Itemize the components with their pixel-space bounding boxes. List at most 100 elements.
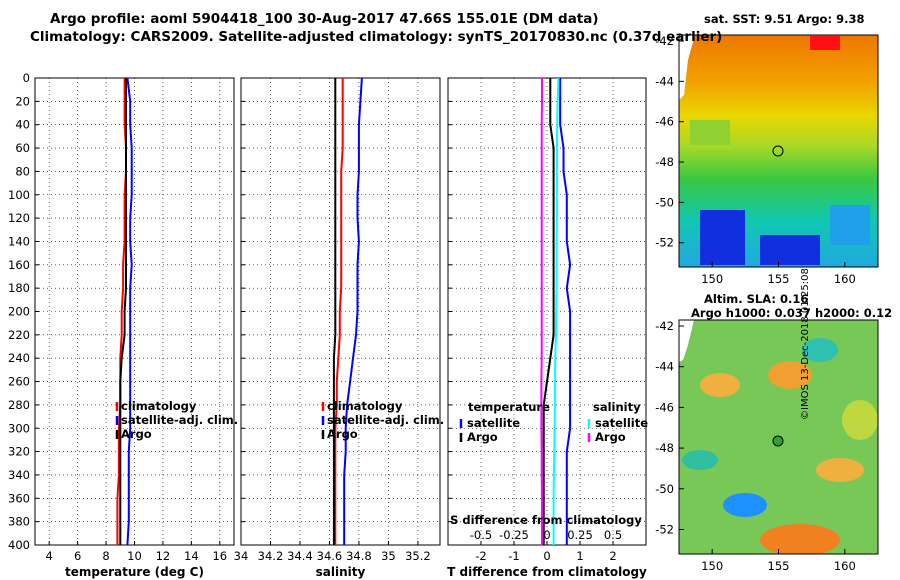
sla-high-patch — [760, 524, 840, 554]
x-axis-label-top: S difference from climatology — [450, 513, 642, 527]
x-tick-label: 8 — [102, 549, 109, 563]
map-lat-label: -50 — [655, 482, 674, 496]
legend-label: Argo — [121, 427, 152, 441]
sst-argo-label: Argo: — [796, 12, 833, 26]
legend-label: climatology — [327, 399, 403, 413]
series-line-satellite-adj-clim- — [343, 77, 363, 545]
series-line-t-argo — [542, 78, 555, 545]
h2000-label: h2000: — [814, 306, 860, 320]
y-tick-label: 20 — [15, 94, 30, 108]
x-tick-label-top: -0.25 — [499, 528, 529, 542]
sst-map-axes: -42 -44 -46 -48 -50 -52 150 155 160 — [655, 34, 856, 286]
x-tick-label: 34.4 — [287, 549, 313, 563]
sla-label: Altim. SLA: — [704, 292, 776, 306]
map-lon-label: 150 — [701, 559, 723, 573]
x-tick-label-top: -0.5 — [470, 528, 492, 542]
series-line-s-argo — [540, 78, 543, 545]
y-tick-label: 320 — [8, 445, 30, 459]
legend-label: satellite-adj. clim. — [327, 413, 444, 427]
map-lon-label: 160 — [834, 272, 856, 286]
x-tick-label: 4 — [46, 549, 53, 563]
map-lat-label: -42 — [655, 34, 674, 48]
coastline — [679, 35, 695, 100]
legend-title-salinity: salinity — [593, 400, 641, 414]
x-tick-label: 34.2 — [258, 549, 284, 563]
x-axis-label: T difference from climatology — [447, 565, 647, 579]
figure-title-line2: Climatology: CARS2009. Satellite-adjuste… — [30, 29, 723, 45]
sst-readout: sat. SST: 9.51 Argo: 9.38 — [704, 12, 864, 26]
series-line-t-satellite — [559, 78, 572, 545]
legend-label: climatology — [121, 399, 197, 413]
sst-value: 9.51 — [764, 12, 793, 26]
series-line-s-satellite — [552, 77, 560, 545]
sst-argo-value: 9.38 — [836, 12, 865, 26]
x-tick-label: 12 — [156, 549, 171, 563]
chart-panel-3: -2 -1 0 1 2 T difference from climatology temp… — [447, 77, 648, 579]
map-lat-label: -50 — [655, 195, 674, 209]
y-tick-label: 260 — [8, 375, 30, 389]
map-lat-label: -44 — [655, 360, 674, 374]
chart-panel-1: 4 6 8 10 12 14 16 temperature (deg C) climatolog… — [34, 77, 238, 579]
x-tick-label-top: 0.5 — [604, 528, 622, 542]
y-tick-label: 280 — [8, 398, 30, 412]
map-lat-label: -52 — [655, 236, 674, 250]
x-tick-label: -2 — [475, 549, 486, 563]
x-tick-label: 2 — [609, 549, 616, 563]
timestamp: ©IMOS 13-Dec-2018 01:25:08 — [800, 268, 811, 420]
argo-height-readout: Argo h1000: 0.037 h2000: 0.12 — [691, 306, 892, 320]
legend-label: satellite — [595, 416, 648, 430]
y-tick-label: 140 — [8, 234, 30, 248]
map-lat-label: -46 — [655, 115, 674, 129]
y-tick-label: 40 — [15, 118, 30, 132]
map-lat-label: -48 — [655, 441, 674, 455]
figure-title-line1: Argo profile: aoml 5904418_100 30-Aug-20… — [50, 11, 599, 27]
y-tick-label: 160 — [8, 258, 30, 272]
y-tick-label: 0 — [23, 71, 30, 85]
y-tick-label: 340 — [8, 468, 30, 482]
sla-low-patch — [802, 338, 838, 362]
x-tick-label: 14 — [184, 549, 199, 563]
h2000-value: 0.12 — [863, 306, 893, 320]
series-line-argo — [119, 78, 127, 545]
sla-readout: Altim. SLA: 0.16 — [704, 292, 808, 306]
x-tick-label: 35.2 — [405, 549, 431, 563]
sla-high-patch — [816, 458, 864, 482]
legend-title-temperature: temperature — [468, 400, 550, 414]
chart-panel-2: 34 34.2 34.4 34.6 34.8 35 35.2 salinity climatol… — [234, 77, 444, 579]
plot-frame — [34, 77, 235, 546]
x-tick-label: -1 — [508, 549, 519, 563]
x-tick-label: 1 — [576, 549, 583, 563]
sla-high-patch — [700, 373, 740, 397]
legend-label: satellite-adj. clim. — [121, 413, 238, 427]
x-tick-label: 34.6 — [317, 549, 343, 563]
sst-cool-patch-east — [830, 205, 870, 245]
sst-cold-patch-mid — [760, 235, 820, 265]
map-lat-label: -42 — [655, 319, 674, 333]
x-tick-label: 34.8 — [346, 549, 372, 563]
x-axis-label: salinity — [316, 565, 366, 579]
x-tick-label: 35 — [381, 549, 396, 563]
sst-map — [679, 35, 878, 267]
map-lat-label: -46 — [655, 400, 674, 414]
legend-label: Argo — [327, 427, 358, 441]
y-tick-label: 60 — [15, 141, 30, 155]
map-lon-label: 160 — [834, 559, 856, 573]
coastline — [679, 320, 694, 362]
y-tick-label: 220 — [8, 328, 30, 342]
x-tick-label: 10 — [127, 549, 142, 563]
legend-label: satellite — [467, 416, 520, 430]
y-tick-label: 80 — [15, 164, 30, 178]
sla-map-axes: -42 -44 -46 -48 -50 -52 150 155 160 — [655, 319, 856, 573]
y-tick-label: 400 — [8, 538, 30, 552]
series-line-climatology — [334, 78, 344, 545]
legend-label: Argo — [595, 430, 626, 444]
y-tick-label: 360 — [8, 491, 30, 505]
y-tick-label: 240 — [8, 351, 30, 365]
x-tick-label: 6 — [74, 549, 81, 563]
sst-patch — [690, 120, 730, 145]
x-axis-label: temperature (deg C) — [65, 565, 204, 579]
y-tick-label: 120 — [8, 211, 30, 225]
map-lon-label: 155 — [768, 559, 790, 573]
x-tick-label: 0 — [543, 549, 550, 563]
y-tick-label: 100 — [8, 188, 30, 202]
